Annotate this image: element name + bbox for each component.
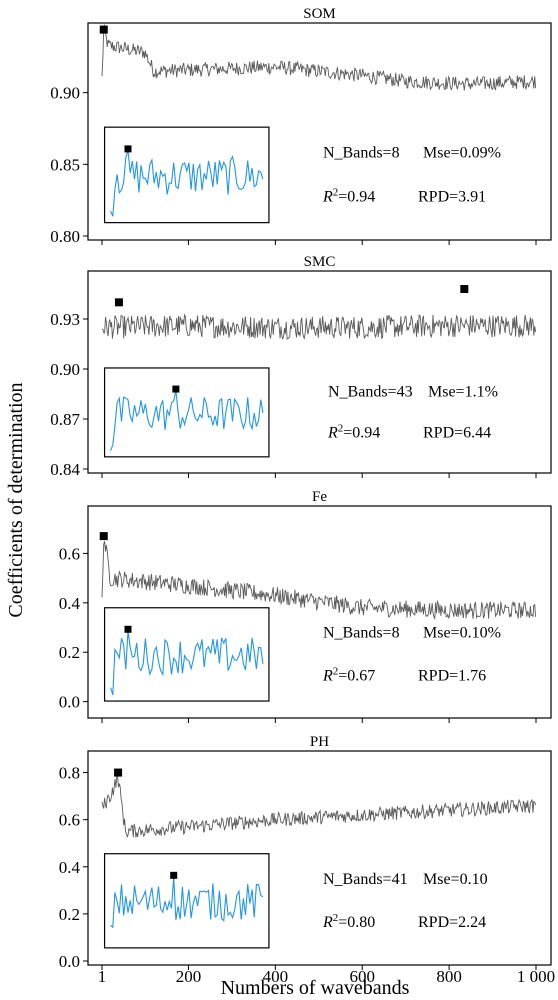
y-tick-label: 0.6 [59, 811, 80, 830]
stat-r2: R2=0.94 [322, 187, 375, 206]
y-tick-label: 0.4 [59, 594, 81, 613]
peak-marker [114, 298, 123, 307]
inset-peak-marker [124, 625, 132, 633]
inset-peak-marker [124, 145, 132, 153]
stat-rpd: RPD=1.76 [418, 668, 486, 685]
stat-n-bands: N_Bands=41 [323, 871, 408, 888]
panel-frame [87, 505, 552, 719]
panel-frame [87, 270, 552, 474]
stat-rpd: RPD=6.44 [423, 424, 491, 441]
inset-frame [103, 367, 270, 458]
peak-marker [114, 768, 123, 777]
inset-peak-marker [172, 385, 180, 393]
panels: SOM 0.80 0.85 0.90 N_Bands=8 Mse=0.09% R2=0.94… [50, 6, 555, 986]
inset-series-line [110, 390, 264, 451]
x-tick-label: 400 [263, 967, 289, 986]
panel-frame [87, 750, 552, 966]
stat-r2: R2=0.94 [327, 422, 380, 441]
x-axis-label: Numbers of wavebands [221, 977, 410, 999]
panel-title: PH [310, 734, 329, 750]
inset-series-line [110, 876, 264, 929]
y-tick-label: 0.90 [50, 360, 80, 379]
y-tick-label: 0.93 [50, 310, 80, 329]
y-tick-label: 0.87 [50, 410, 80, 429]
stat-n-bands: N_Bands=8 [323, 625, 400, 642]
y-tick-label: 0.0 [59, 693, 80, 712]
peak-marker [460, 285, 469, 293]
y-tick-label: 0.90 [50, 84, 80, 103]
stat-mse: Mse=0.10 [423, 871, 488, 888]
y-axis-label: Coefficients of determination [5, 382, 27, 617]
x-tick-label: 1 [98, 967, 107, 986]
stat-n-bands: N_Bands=43 [328, 383, 413, 400]
x-tick-label: 200 [176, 967, 202, 986]
panel-som: SOM 0.80 0.85 0.90 N_Bands=8 Mse=0.09% R2=0.94… [50, 6, 552, 246]
stat-mse: Mse=0.10% [423, 625, 501, 642]
panel-title: SOM [303, 6, 336, 22]
inset-frame [103, 126, 270, 224]
y-tick-label: 0.80 [50, 227, 80, 246]
panel-title: SMC [304, 254, 336, 270]
y-tick-label: 0.2 [59, 905, 80, 924]
series-line [101, 773, 537, 839]
peak-marker [99, 25, 108, 34]
y-tick-label: 0.6 [59, 544, 80, 563]
stat-r2: R2=0.80 [322, 912, 375, 931]
stat-rpd: RPD=3.91 [418, 189, 486, 206]
stat-r2: R2=0.67 [322, 666, 375, 685]
inset-series-line [110, 150, 264, 217]
series-line [101, 23, 537, 91]
y-tick-label: 0.0 [59, 952, 80, 971]
stat-mse: Mse=0.09% [423, 145, 501, 162]
peak-marker [99, 532, 108, 541]
x-tick-label: 1 000 [517, 967, 555, 986]
series-line [101, 541, 537, 621]
y-tick-label: 0.4 [59, 858, 81, 877]
panel-ph: PH 0.0 0.2 0.4 0.6 0.8 N_Bands=41 Mse=0.10 R2=0.… [59, 734, 552, 971]
y-tick-label: 0.84 [50, 460, 80, 479]
y-tick-label: 0.85 [50, 155, 80, 174]
stat-mse: Mse=1.1% [428, 383, 498, 400]
panel-title: Fe [312, 489, 327, 505]
x-tick-label: 600 [349, 967, 375, 986]
inset-frame [103, 607, 270, 702]
stat-rpd: RPD=2.24 [418, 914, 486, 931]
panel-fe: Fe 0.0 0.2 0.4 0.6 N_Bands=8 Mse=0.10% R2=0.67 R… [59, 489, 552, 723]
inset-peak-marker [170, 871, 178, 879]
y-tick-label: 0.2 [59, 643, 80, 662]
x-tick-label: 800 [436, 967, 462, 986]
stat-n-bands: N_Bands=8 [323, 145, 400, 162]
series-line [101, 313, 537, 340]
panel-frame [87, 22, 552, 241]
panel-smc: SMC 0.84 0.87 0.90 0.93 N_Bands=43 Mse=1.1% R2=… [50, 254, 552, 479]
y-tick-label: 0.8 [59, 764, 80, 783]
inset-series-line [110, 630, 264, 695]
